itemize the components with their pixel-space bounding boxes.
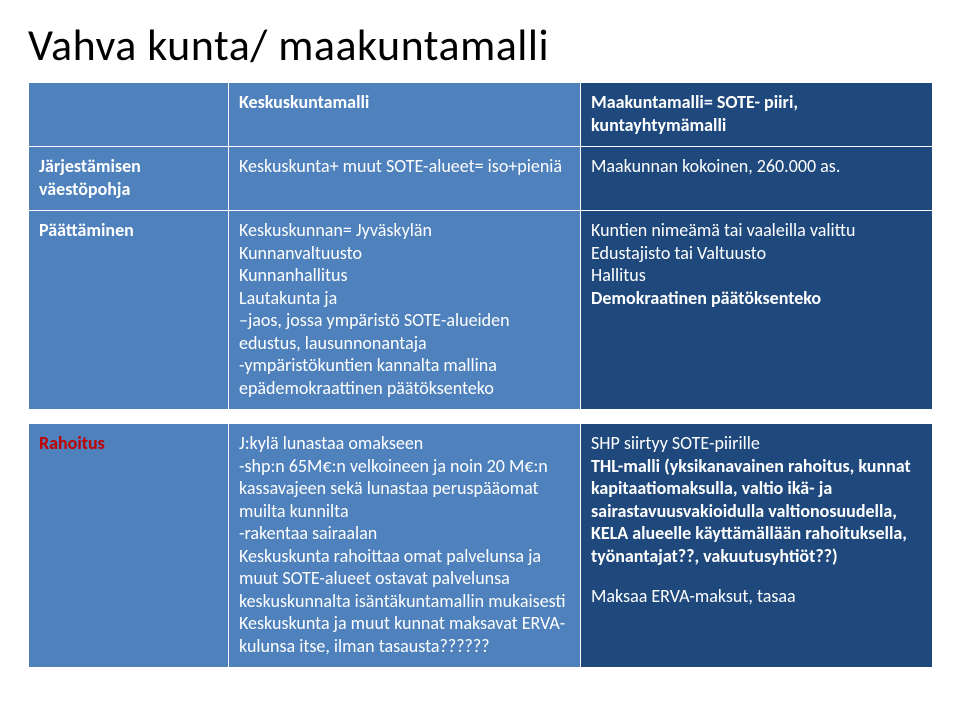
text-line: J:kylä lunastaa omakseen: [239, 432, 570, 455]
text-line: Keskuskunta rahoittaa omat palvelunsa ja…: [239, 545, 570, 613]
row2-colB: Kuntien nimeämä tai vaaleilla valittu Ed…: [581, 211, 933, 410]
text-line: Keskuskunta ja muut kunnat maksavat ERVA…: [239, 612, 570, 657]
table-spacer-row: [29, 410, 933, 424]
header-colB: Maakuntamalli= SOTE- piiri, kuntayhtymäm…: [581, 83, 933, 147]
row3-label: Rahoitus: [29, 424, 229, 668]
text-line: -shp:n 65M€:n velkoineen ja noin 20 M€:n…: [239, 455, 570, 523]
text-line: Kunnanvaltuusto: [239, 242, 570, 265]
text-line: THL-malli (yksikanavainen rahoitus, kunn…: [591, 455, 922, 568]
table-row: Päättäminen Keskuskunnan= Jyväskylän Kun…: [29, 211, 933, 410]
text-line: Demokraatinen päätöksenteko: [591, 287, 922, 310]
header-blank: [29, 83, 229, 147]
text-line: Keskuskunnan= Jyväskylän: [239, 219, 570, 242]
text-line: Lautakunta ja: [239, 287, 570, 310]
text-line: Kuntien nimeämä tai vaaleilla valittu: [591, 219, 922, 242]
row1-label: Järjestämisen väestöpohja: [29, 147, 229, 211]
row2-label: Päättäminen: [29, 211, 229, 410]
table-header-row: Keskuskuntamalli Maakuntamalli= SOTE- pi…: [29, 83, 933, 147]
slide: Vahva kunta/ maakuntamalli Keskuskuntama…: [0, 0, 960, 711]
header-colA: Keskuskuntamalli: [229, 83, 581, 147]
table-row: Järjestämisen väestöpohja Keskuskunta+ m…: [29, 147, 933, 211]
text-line: Edustajisto tai Valtuusto: [591, 242, 922, 265]
row3-colA: J:kylä lunastaa omakseen -shp:n 65M€:n v…: [229, 424, 581, 668]
table-row: Rahoitus J:kylä lunastaa omakseen -shp:n…: [29, 424, 933, 668]
rahoitus-label: Rahoitus: [39, 432, 105, 454]
text-line: -rakentaa sairaalan: [239, 522, 570, 545]
text-line: Hallitus: [591, 264, 922, 287]
text-line: Kunnanhallitus: [239, 264, 570, 287]
comparison-table: Keskuskuntamalli Maakuntamalli= SOTE- pi…: [28, 82, 933, 668]
row2-colA: Keskuskunnan= Jyväskylän Kunnanvaltuusto…: [229, 211, 581, 410]
text-line: –jaos, jossa ympäristö SOTE-alueiden edu…: [239, 309, 570, 354]
row3-colB: SHP siirtyy SOTE-piirille THL-malli (yks…: [581, 424, 933, 668]
text-line: SHP siirtyy SOTE-piirille: [591, 432, 922, 455]
row1-colA: Keskuskunta+ muut SOTE-alueet= iso+pieni…: [229, 147, 581, 211]
page-title: Vahva kunta/ maakuntamalli: [28, 18, 932, 72]
row1-colB: Maakunnan kokoinen, 260.000 as.: [581, 147, 933, 211]
text-line: Maksaa ERVA-maksut, tasaa: [591, 585, 922, 608]
text-line: -ympäristökuntien kannalta mallina epäde…: [239, 354, 570, 399]
